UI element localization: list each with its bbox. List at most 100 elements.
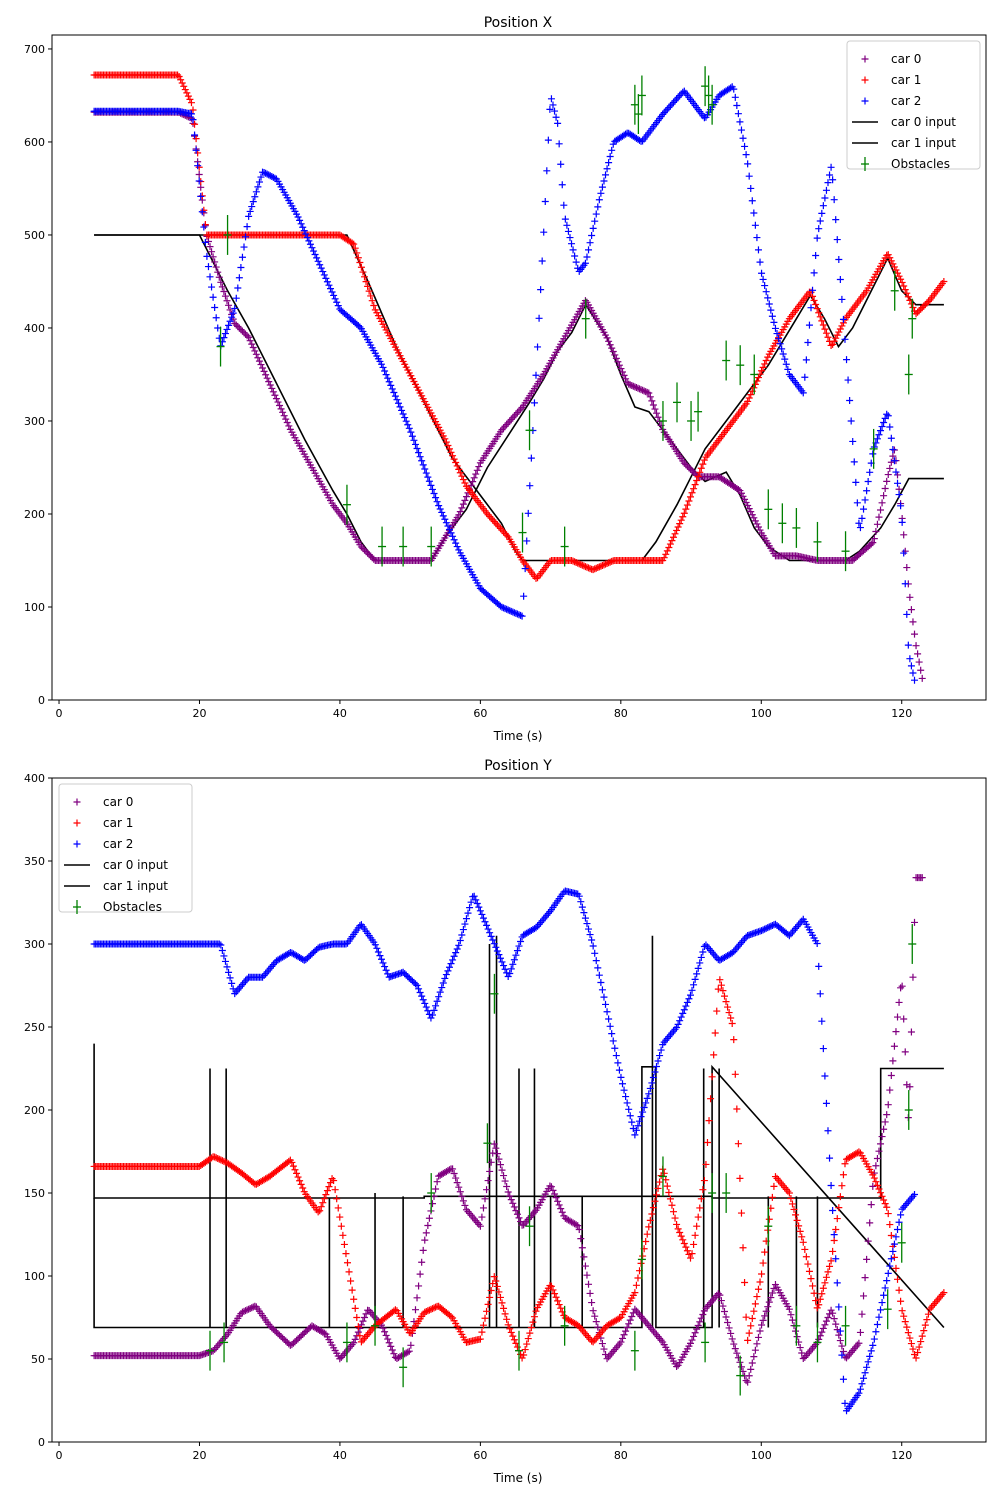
- data-point: [793, 1333, 801, 1341]
- data-point: [756, 1327, 764, 1335]
- data-point: [240, 243, 248, 251]
- data-point: [829, 176, 837, 184]
- data-point: [350, 1339, 358, 1347]
- x-tick-label: 120: [891, 707, 912, 720]
- legend-label: car 2: [103, 837, 133, 851]
- data-point: [192, 135, 200, 143]
- data-point: [555, 1201, 563, 1209]
- data-point: [475, 463, 483, 471]
- data-point: [552, 113, 560, 121]
- data-point: [252, 350, 260, 358]
- data-point: [660, 554, 668, 562]
- data-point: [909, 669, 917, 677]
- data-point: [849, 437, 857, 445]
- data-point: [184, 92, 192, 100]
- data-point: [833, 331, 841, 339]
- data-point: [574, 264, 582, 272]
- data-point: [890, 1042, 898, 1050]
- data-point: [478, 1213, 486, 1221]
- data-point: [455, 546, 463, 554]
- data-point: [734, 110, 742, 118]
- data-point: [367, 552, 375, 560]
- data-point: [381, 367, 389, 375]
- legend-box: [846, 40, 981, 170]
- data-point: [578, 1244, 586, 1252]
- data-point: [433, 1178, 441, 1186]
- data-point: [512, 410, 520, 418]
- data-point: [331, 295, 339, 303]
- data-point: [398, 406, 406, 414]
- data-point: [407, 428, 415, 436]
- data-point: [435, 502, 443, 510]
- data-point: [722, 1313, 730, 1321]
- data-point: [651, 405, 659, 413]
- data-point: [892, 266, 900, 274]
- data-point: [591, 1312, 599, 1320]
- data-point: [283, 419, 291, 427]
- data-point: [215, 1155, 223, 1163]
- legend-marker: [861, 97, 869, 105]
- data-point: [697, 1314, 705, 1322]
- data-point: [756, 526, 764, 534]
- data-point: [895, 272, 903, 280]
- data-point: [245, 333, 253, 341]
- data-point: [736, 118, 744, 126]
- data-point: [367, 292, 375, 300]
- data-point: [829, 340, 837, 348]
- data-point: [915, 307, 923, 315]
- data-point: [401, 414, 409, 422]
- data-point: [839, 1348, 847, 1356]
- data-point: [509, 414, 517, 422]
- data-point: [829, 1309, 837, 1317]
- data-point: [940, 277, 948, 285]
- data-point: [577, 561, 585, 569]
- data-point: [751, 380, 759, 388]
- data-point: [611, 351, 619, 359]
- y-tick-label: 300: [24, 415, 45, 428]
- data-point: [385, 378, 393, 386]
- data-point: [586, 1289, 594, 1297]
- data-point: [765, 1298, 773, 1306]
- data-point: [235, 274, 243, 282]
- data-point: [858, 514, 866, 522]
- data-point: [589, 566, 597, 574]
- data-point: [686, 1339, 694, 1347]
- data-point: [640, 387, 648, 395]
- data-point: [510, 412, 518, 420]
- data-point: [830, 196, 838, 204]
- data-point: [430, 490, 438, 498]
- data-point: [739, 134, 747, 142]
- data-point: [237, 264, 245, 272]
- data-point: [886, 423, 894, 431]
- data-point: [909, 618, 917, 626]
- data-point: [744, 1378, 752, 1386]
- data-point: [819, 202, 827, 210]
- data-point: [243, 332, 251, 340]
- data-point: [187, 99, 195, 107]
- data-point: [830, 1315, 838, 1323]
- data-point: [327, 285, 335, 293]
- data-point: [238, 327, 246, 335]
- data-point: [866, 468, 874, 476]
- data-point: [507, 607, 515, 615]
- data-point: [515, 407, 523, 415]
- data-point: [623, 1323, 631, 1331]
- data-point: [869, 539, 877, 547]
- data-point: [904, 293, 912, 301]
- data-point: [748, 511, 756, 519]
- legend: car 0 car 1 car 2 car 0 input car 1 input Obs…: [846, 40, 981, 171]
- data-point: [512, 1207, 520, 1215]
- data-point: [354, 254, 362, 262]
- data-point: [543, 167, 551, 175]
- data-point: [673, 1363, 681, 1371]
- data-point: [812, 301, 820, 309]
- data-point: [285, 422, 293, 430]
- data-point: [907, 1028, 915, 1036]
- data-point: [534, 343, 542, 351]
- data-point: [455, 511, 463, 519]
- data-point: [878, 1133, 886, 1141]
- data-point: [574, 1222, 582, 1230]
- data-point: [872, 1162, 880, 1170]
- data-point: [300, 227, 308, 235]
- data-point: [450, 1169, 458, 1177]
